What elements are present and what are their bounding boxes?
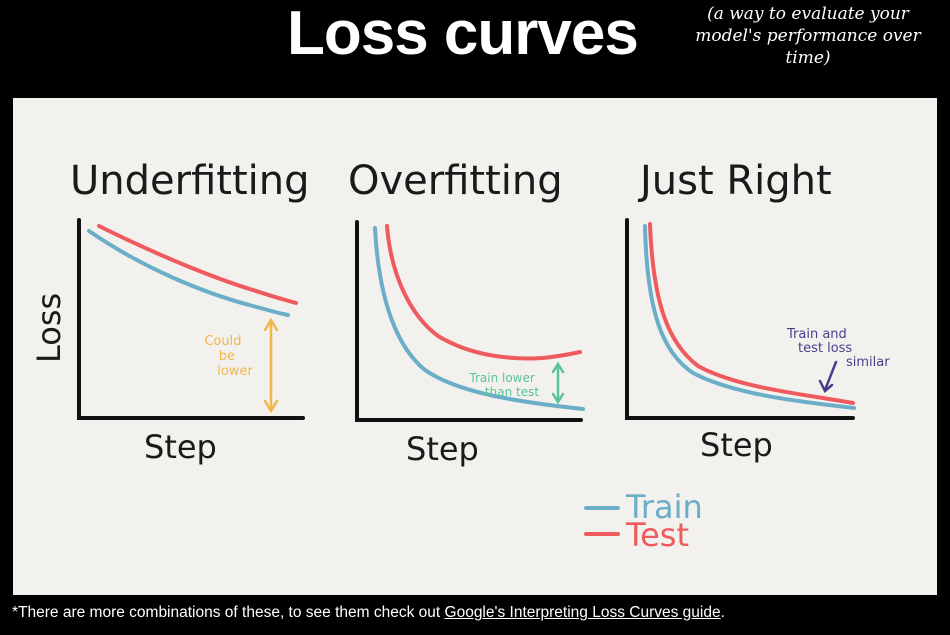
train-curve-overfitting	[373, 226, 585, 411]
y-axis-label: Loss	[30, 293, 68, 363]
subtitle-line: (a way to evaluate your	[707, 4, 909, 24]
annotation-train-lower: Train lower than test	[468, 371, 539, 399]
page-subtitle: (a way to evaluate your model's performa…	[666, 3, 950, 69]
panel-title-overfitting: Overfitting	[348, 158, 563, 204]
panel-title-just-right: Just Right	[637, 158, 832, 204]
page-title: Loss curves	[287, 0, 639, 68]
arrow-could-be-lower	[263, 317, 279, 414]
arrow-similar	[818, 360, 838, 393]
loss-curves-guide-link[interactable]: Google's Interpreting Loss Curves guide	[444, 604, 721, 621]
axes-just-right	[625, 218, 855, 420]
annotation-line: than test	[485, 385, 539, 399]
annotation-similar: Train and test loss similar	[786, 327, 890, 370]
annotation-line: test loss	[798, 341, 852, 356]
test-curve-underfitting	[97, 224, 298, 305]
legend-label-train: Train	[625, 488, 703, 526]
test-curve-overfitting	[385, 224, 582, 361]
legend-label-test: Test	[625, 516, 689, 554]
annotation-line: Could	[204, 334, 241, 349]
arrow-train-lower	[551, 361, 565, 405]
annotation-line: be	[219, 349, 235, 364]
subtitle-line: model's performance over	[695, 26, 921, 46]
footnote-suffix: .	[720, 604, 725, 621]
footnote-text: *There are more combinations of these, t…	[12, 604, 445, 621]
subtitle-line: time)	[785, 48, 831, 68]
annotation-line: Train and	[786, 327, 847, 342]
train-curve-just-right	[643, 224, 856, 410]
loss-curves-board: Underfitting Overfitting Just Right Loss…	[13, 98, 937, 595]
train-curve-underfitting	[87, 229, 290, 317]
x-axis-label-underfitting: Step	[144, 428, 217, 466]
test-curve-just-right	[648, 222, 855, 405]
x-axis-label-overfitting: Step	[406, 430, 479, 468]
annotation-line: Train lower	[468, 371, 534, 385]
axes-overfitting	[355, 220, 583, 422]
axes-underfitting	[77, 218, 305, 420]
x-axis-label-just-right: Step	[700, 426, 773, 464]
loss-curves-diagram: Underfitting Overfitting Just Right Loss…	[30, 158, 890, 554]
annotation-could-be-lower: Could be lower	[204, 334, 253, 379]
footnote: *There are more combinations of these, t…	[12, 604, 725, 622]
annotation-line: lower	[217, 364, 253, 379]
annotation-line: similar	[846, 355, 890, 370]
panel-title-underfitting: Underfitting	[70, 158, 310, 204]
